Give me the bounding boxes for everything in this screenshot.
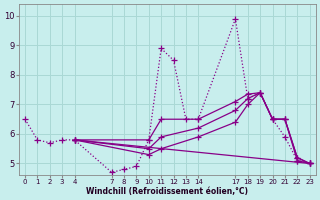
X-axis label: Windchill (Refroidissement éolien,°C): Windchill (Refroidissement éolien,°C) bbox=[86, 187, 248, 196]
